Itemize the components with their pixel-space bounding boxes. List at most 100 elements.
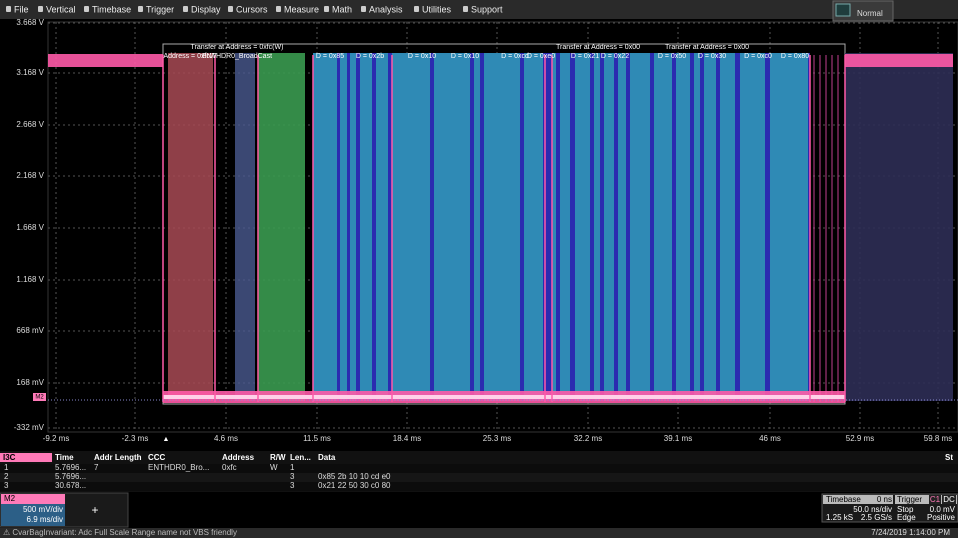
menu-icon: [84, 6, 89, 12]
decode-data: [350, 53, 356, 401]
x-label: 39.1 ms: [664, 434, 692, 443]
table-header: St: [945, 453, 953, 462]
decode-data: [618, 53, 626, 401]
decode-data: [630, 53, 650, 401]
decode-label: Address = 0xfcW: [163, 53, 216, 60]
decode-data: [313, 53, 337, 401]
menu-icon: [463, 6, 468, 12]
menu-bar: [0, 0, 958, 19]
menu-item[interactable]: Timebase: [92, 4, 131, 14]
table-header: CCC: [148, 453, 166, 462]
menu-item[interactable]: Measure: [284, 4, 319, 14]
decode-data: [434, 53, 470, 401]
decode-data: [575, 53, 590, 401]
table-row[interactable]: [0, 473, 958, 482]
menu-item[interactable]: Display: [191, 4, 221, 14]
decode-ccc: [258, 53, 305, 401]
x-label: 4.6 ms: [214, 434, 238, 443]
menu-item[interactable]: Support: [471, 4, 503, 14]
table-cell: 3: [290, 472, 295, 481]
timebase-level: 0.0 mV: [930, 505, 956, 514]
menu-item[interactable]: Math: [332, 4, 352, 14]
decode-data: [360, 53, 372, 401]
decode-data: [740, 53, 765, 401]
decode-data: [484, 53, 520, 401]
x-label: 32.2 ms: [574, 434, 602, 443]
menu-item[interactable]: Analysis: [369, 4, 403, 14]
decode-data: [560, 53, 570, 401]
x-label: 52.9 ms: [846, 434, 874, 443]
panel-header: [895, 495, 957, 504]
table-cell: 5.7696...: [55, 472, 86, 481]
table-header: R/W: [270, 453, 286, 462]
decode-tail: [845, 53, 953, 401]
y-label: 1.668 V: [16, 223, 44, 232]
menu-item[interactable]: Cursors: [236, 4, 268, 14]
timebase-trigger: Trigger: [897, 495, 922, 504]
decode-ccc-edge: [235, 53, 255, 401]
decode-label: D = 0x30: [698, 53, 726, 60]
timebase-tdiv: 50.0 ns/div: [853, 505, 892, 514]
timebase-samples: 1.25 kS: [826, 513, 853, 522]
menu-item[interactable]: File: [14, 4, 29, 14]
decode-data: [704, 53, 716, 401]
timebase-offset: 0 ns: [877, 495, 892, 504]
y-label: -332 mV: [14, 423, 45, 432]
table-header: Addr Length: [94, 453, 142, 462]
x-label: -2.3 ms: [122, 434, 149, 443]
menu-item[interactable]: Utilities: [422, 4, 452, 14]
timebase-state: Stop: [897, 505, 914, 514]
menu-icon: [228, 6, 233, 12]
decode-label: D = 0x10: [408, 53, 436, 60]
decode-data: [474, 53, 480, 401]
status-message: ⚠ CvarBagInvariant: Adc Full Scale Range…: [3, 528, 237, 537]
add-channel[interactable]: +: [91, 503, 98, 517]
table-cell: 2: [4, 472, 9, 481]
decode-data: [604, 53, 614, 401]
decode-data: [694, 53, 700, 401]
marker: M2: [35, 395, 44, 401]
table-row[interactable]: [0, 464, 958, 473]
y-label: 168 mV: [16, 378, 44, 387]
menu-icon: [38, 6, 43, 12]
decode-label: D = 0xc0: [744, 53, 772, 60]
x-label: -9.2 ms: [43, 434, 70, 443]
table-title: I3C: [3, 453, 16, 462]
channel-tdiv: 6.9 ms/div: [27, 515, 63, 524]
menu-icon: [183, 6, 188, 12]
menu-icon: [361, 6, 366, 12]
table-row[interactable]: [0, 482, 958, 491]
decode-label: D = 0x21: [571, 53, 599, 60]
channel-box[interactable]: [1, 504, 65, 526]
x-label: 59.8 ms: [924, 434, 952, 443]
menu-item[interactable]: Vertical: [46, 4, 76, 14]
table-title-bg: [0, 453, 52, 462]
table-cell: 5.7696...: [55, 463, 86, 472]
table-cell: 1: [4, 463, 9, 472]
menu-item[interactable]: Trigger: [146, 4, 174, 14]
timebase-coupling: DC: [943, 495, 955, 504]
transfer-label: Transfer at Address = 0x00: [556, 44, 640, 51]
trigger-marker: ▲: [163, 436, 170, 443]
decode-label: D = 0x50: [658, 53, 686, 60]
decode-label: D = 0x80: [781, 53, 809, 60]
marker-box: [33, 393, 46, 401]
table-cell: ENTHDR0_Bro...: [148, 463, 209, 472]
decode-data: [340, 53, 347, 401]
status-datetime: 7/24/2019 1:14:00 PM: [871, 528, 950, 537]
menu-icon: [6, 6, 11, 12]
x-label: 11.5 ms: [303, 434, 331, 443]
y-label: 668 mV: [16, 326, 44, 335]
x-label: 46 ms: [759, 434, 781, 443]
menu-icon: [276, 6, 281, 12]
table-cell: 0xfc: [222, 463, 237, 472]
transfer-label: Transfer at Address = 0xfc(W): [191, 44, 284, 51]
table-cell: 0x21 22 50 30 c0 80: [318, 481, 391, 490]
table-cell: 30.678...: [55, 481, 86, 490]
decode-data: [392, 53, 430, 401]
menu-icon: [324, 6, 329, 12]
decode-data: [654, 53, 672, 401]
table-cell: 1: [290, 463, 295, 472]
table-cell: 7: [94, 463, 99, 472]
signal-high: [845, 54, 953, 67]
